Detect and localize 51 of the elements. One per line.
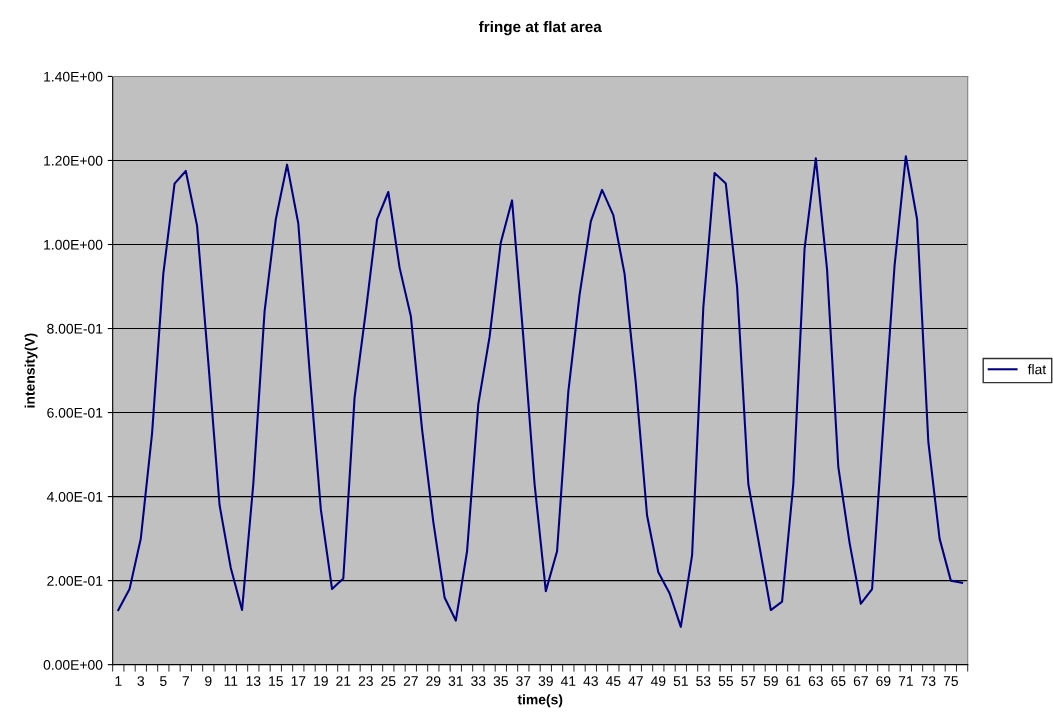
- x-tick-label: 3: [137, 676, 145, 686]
- y-tick-label: 0.00E+00: [43, 660, 103, 670]
- y-tick-label: 8.00E-01: [47, 323, 103, 334]
- x-tick-label: 51: [673, 676, 688, 686]
- x-tick-label: 13: [246, 676, 261, 686]
- x-tick-label: 37: [516, 676, 531, 686]
- x-tick-label: 57: [741, 676, 756, 686]
- x-tick-label: 5: [159, 676, 167, 686]
- x-tick-label: 29: [426, 676, 441, 686]
- x-tick-label: 53: [696, 676, 711, 686]
- x-tick-label: 43: [583, 676, 598, 686]
- x-tick-label: 45: [605, 676, 621, 686]
- x-tick-label: 33: [471, 676, 486, 686]
- x-tick-label: 15: [269, 676, 283, 686]
- x-axis-title: time(s): [517, 694, 563, 708]
- x-tick-label: 73: [921, 676, 936, 686]
- x-tick-label: 7: [182, 676, 189, 686]
- chart-title: fringe at flat area: [478, 20, 602, 36]
- y-axis-title: intensity(V): [24, 333, 38, 408]
- x-tick-label: 61: [786, 676, 801, 686]
- y-tick-label: 1.00E+00: [44, 239, 103, 250]
- x-tick-label: 21: [336, 676, 351, 686]
- y-tick-label: 2.00E-01: [47, 575, 103, 586]
- x-tick-label: 47: [628, 676, 643, 686]
- x-tick-label: 65: [831, 676, 846, 686]
- x-tick-label: 19: [314, 676, 328, 686]
- x-tick-label: 75: [943, 676, 958, 686]
- x-tick-label: 49: [650, 676, 666, 686]
- x-tick-label: 59: [763, 676, 778, 686]
- y-tick-label: 4.00E-01: [46, 491, 103, 502]
- x-tick-label: 23: [358, 676, 373, 686]
- x-tick-label: 9: [205, 676, 212, 686]
- x-tick-label: 71: [898, 676, 913, 686]
- y-tick-label: 6.00E-01: [47, 407, 103, 418]
- x-tick-label: 69: [876, 676, 891, 686]
- x-tick-label: 41: [560, 676, 576, 686]
- legend-label: flat: [1027, 364, 1047, 375]
- x-tick-label: 63: [808, 676, 823, 686]
- x-tick-label: 55: [718, 676, 733, 686]
- x-tick-label: 11: [224, 676, 238, 686]
- line-series: [117, 155, 964, 628]
- x-tick-label: 1: [115, 676, 122, 686]
- y-tick-label: 1.40E+00: [44, 71, 103, 82]
- x-tick-label: 31: [448, 676, 463, 686]
- x-tick-label: 17: [291, 676, 306, 686]
- x-tick-label: 35: [493, 676, 508, 686]
- x-tick-label: 67: [853, 676, 868, 686]
- y-tick-label: 1.20E+00: [44, 155, 103, 166]
- x-tick-label: 25: [381, 676, 396, 686]
- x-tick-label: 39: [538, 676, 553, 686]
- x-tick-label: 27: [403, 676, 418, 686]
